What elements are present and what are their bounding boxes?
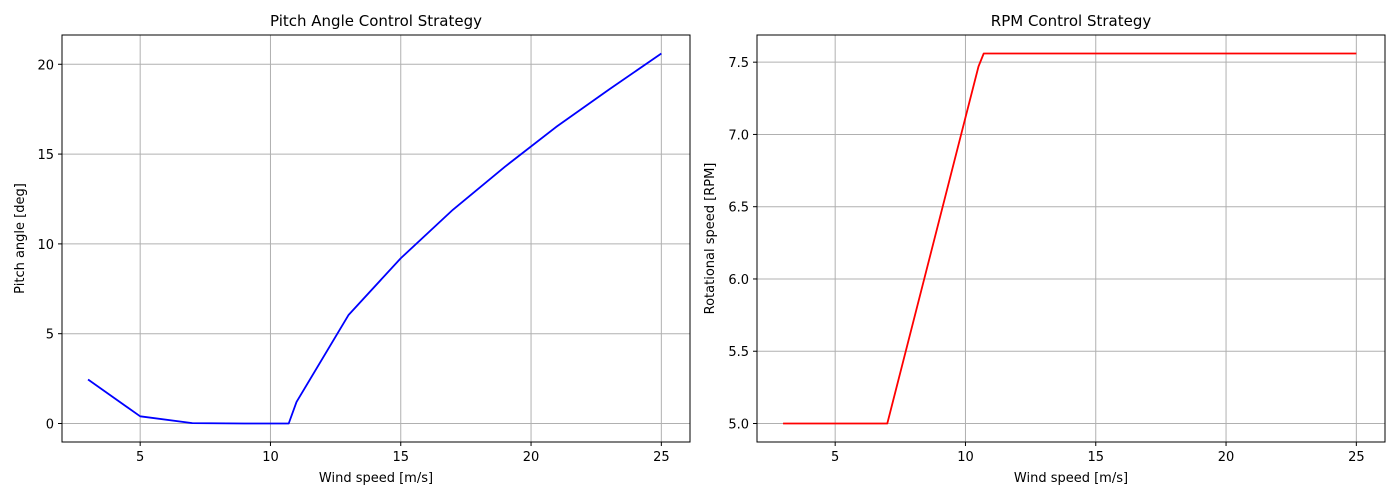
chart1-y-axis-label: Pitch angle [deg] bbox=[13, 183, 28, 294]
chart2-y-tick-label-5: 7.5 bbox=[728, 56, 749, 71]
chart2-y-tick-label-2: 6.0 bbox=[728, 273, 749, 288]
chart1-title: Pitch Angle Control Strategy bbox=[270, 12, 482, 30]
chart1-x-tick-label-3: 20 bbox=[523, 450, 540, 465]
chart2-x-tick-label-3: 20 bbox=[1218, 450, 1235, 465]
chart1-y-tick-label-4: 20 bbox=[37, 58, 54, 73]
chart1-y-tick-label-3: 15 bbox=[37, 148, 54, 163]
chart2-y-tick-label-4: 7.0 bbox=[728, 128, 749, 143]
chart1-x-tick-label-2: 15 bbox=[392, 450, 409, 465]
chart2-x-axis-label: Wind speed [m/s] bbox=[1014, 471, 1128, 486]
chart1-y-tick-label-1: 5 bbox=[46, 328, 54, 343]
chart2-title: RPM Control Strategy bbox=[991, 12, 1152, 30]
chart2-x-tick-label-1: 10 bbox=[957, 450, 974, 465]
chart2-x-tick-label-2: 15 bbox=[1087, 450, 1104, 465]
chart1-x-tick-label-4: 25 bbox=[653, 450, 670, 465]
chart1-x-axis-label: Wind speed [m/s] bbox=[319, 471, 433, 486]
chart2-series-line-0 bbox=[783, 52, 1357, 425]
chart2-x-tick-label-0: 5 bbox=[831, 450, 839, 465]
chart1-y-tick-label-0: 0 bbox=[46, 418, 54, 433]
chart2-y-tick-label-3: 6.5 bbox=[728, 201, 749, 216]
chart1-y-tick-label-2: 10 bbox=[37, 238, 54, 253]
chart1-axes-frame bbox=[61, 34, 691, 443]
chart2-x-tick-label-4: 25 bbox=[1348, 450, 1365, 465]
chart1-x-tick-label-1: 10 bbox=[262, 450, 279, 465]
chart2-y-tick-label-0: 5.0 bbox=[728, 418, 749, 433]
chart1-x-tick-label-0: 5 bbox=[136, 450, 144, 465]
chart1-series-line-0 bbox=[87, 52, 662, 425]
chart2-axes-frame bbox=[756, 34, 1386, 443]
chart2-y-axis-label: Rotational speed [RPM] bbox=[703, 163, 718, 315]
chart2-y-tick-label-1: 5.5 bbox=[728, 345, 749, 360]
